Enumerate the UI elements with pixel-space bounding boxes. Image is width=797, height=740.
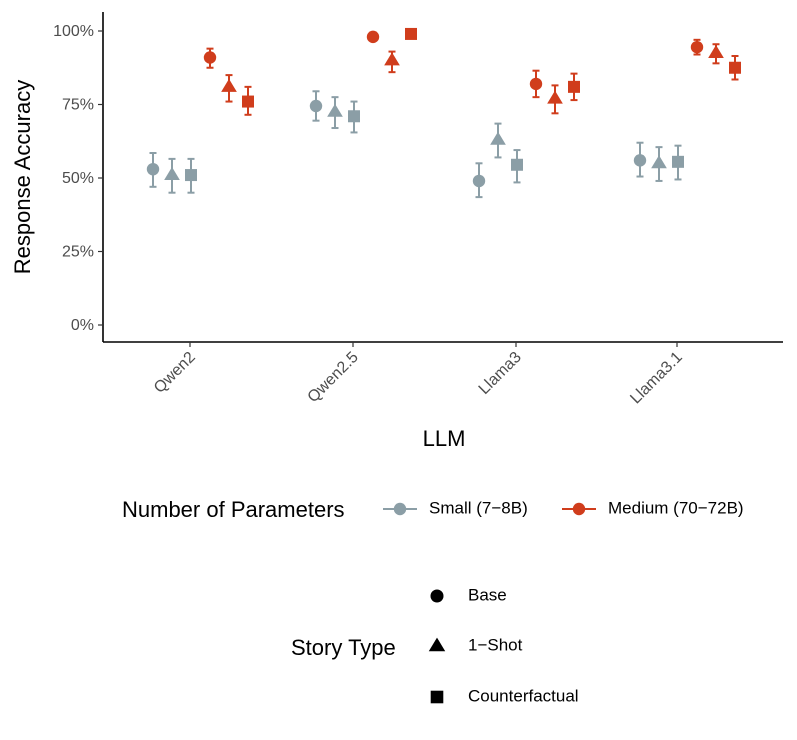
data-point [348,110,360,123]
y-tick-label: 25% [62,244,94,261]
y-tick-label: 100% [53,23,94,40]
legend-shape-triangle [428,637,446,652]
x-tick-label: Llama3 [476,349,525,398]
x-tick-label: Qwen2 [151,349,199,397]
legend-key-point [393,502,407,516]
data-point [490,131,506,145]
data-point [405,27,417,40]
y-tick-label: 0% [71,317,94,334]
data-point [690,40,704,54]
data-point [651,155,667,169]
data-point [309,99,323,113]
data-point [568,80,580,93]
legend-shape-square [430,690,444,704]
y-axis-title: Response Accuracy [10,80,35,274]
data-point [185,169,197,182]
data-point [164,167,180,181]
data-point [529,77,543,91]
data-point [729,61,741,74]
legend-shape-circle [430,589,444,603]
data-point [203,51,217,64]
y-tick-label: 50% [62,170,94,187]
data-point [366,30,380,44]
data-point [221,78,237,92]
legend-parameters-title: Number of Parameters [122,497,345,522]
x-tick-label: Llama3.1 [627,349,686,408]
data-point [547,90,563,104]
x-axis-title: LLM [423,426,466,451]
y-tick-label: 75% [62,97,94,114]
legend-item-label: Counterfactual [468,686,579,705]
legend-parameters: Number of Parameters Small (7−8B) Medium … [122,497,744,522]
data-point [472,174,486,188]
data-point [511,158,523,171]
legend-item-label: Medium (70−72B) [608,498,744,517]
data-point [146,162,160,176]
x-tick-label: Qwen2.5 [305,349,362,406]
legend-story-type: Story Type Base 1−Shot Counterfactual [291,585,579,705]
y-ticks: 0% 25% 50% 75% 100% [53,23,103,334]
legend-story-title: Story Type [291,635,396,660]
x-ticks: Qwen2 Qwen2.5 Llama3 Llama3.1 [151,342,686,407]
plot-area [146,27,741,199]
data-point [384,52,400,66]
legend-key-point [572,502,586,516]
legend-item-label: Small (7−8B) [429,498,528,517]
legend-item-label: Base [468,585,507,604]
legend-item-label: 1−Shot [468,635,523,654]
data-point [327,103,343,117]
data-point [708,45,724,59]
data-point [242,95,254,108]
data-point [672,155,684,168]
data-point [633,154,647,167]
